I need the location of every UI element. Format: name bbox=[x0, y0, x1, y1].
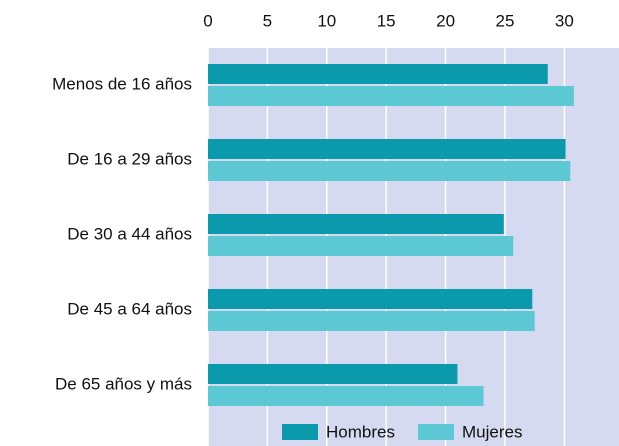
bar bbox=[208, 214, 504, 234]
x-tick-label: 15 bbox=[377, 11, 396, 30]
legend-label: Hombres bbox=[326, 422, 395, 441]
bar bbox=[208, 161, 571, 181]
y-tick-label: De 65 años y más bbox=[55, 374, 192, 393]
y-tick-label: Menos de 16 años bbox=[52, 74, 192, 93]
bar bbox=[208, 86, 574, 106]
legend-swatch bbox=[418, 424, 454, 440]
x-tick-label: 30 bbox=[555, 11, 574, 30]
bar bbox=[208, 139, 566, 159]
bar bbox=[208, 236, 514, 256]
x-tick-label: 0 bbox=[203, 11, 212, 30]
bar bbox=[208, 364, 458, 384]
legend-label: Mujeres bbox=[462, 422, 522, 441]
legend-swatch bbox=[282, 424, 318, 440]
bar bbox=[208, 386, 484, 406]
y-tick-label: De 45 a 64 años bbox=[67, 299, 192, 318]
bar bbox=[208, 64, 548, 84]
x-tick-label: 25 bbox=[496, 11, 515, 30]
bar bbox=[208, 289, 533, 309]
x-tick-label: 20 bbox=[436, 11, 455, 30]
y-tick-label: De 16 a 29 años bbox=[67, 149, 192, 168]
x-tick-label: 5 bbox=[263, 11, 272, 30]
bar bbox=[208, 311, 535, 331]
y-tick-label: De 30 a 44 años bbox=[67, 224, 192, 243]
x-tick-label: 10 bbox=[317, 11, 336, 30]
